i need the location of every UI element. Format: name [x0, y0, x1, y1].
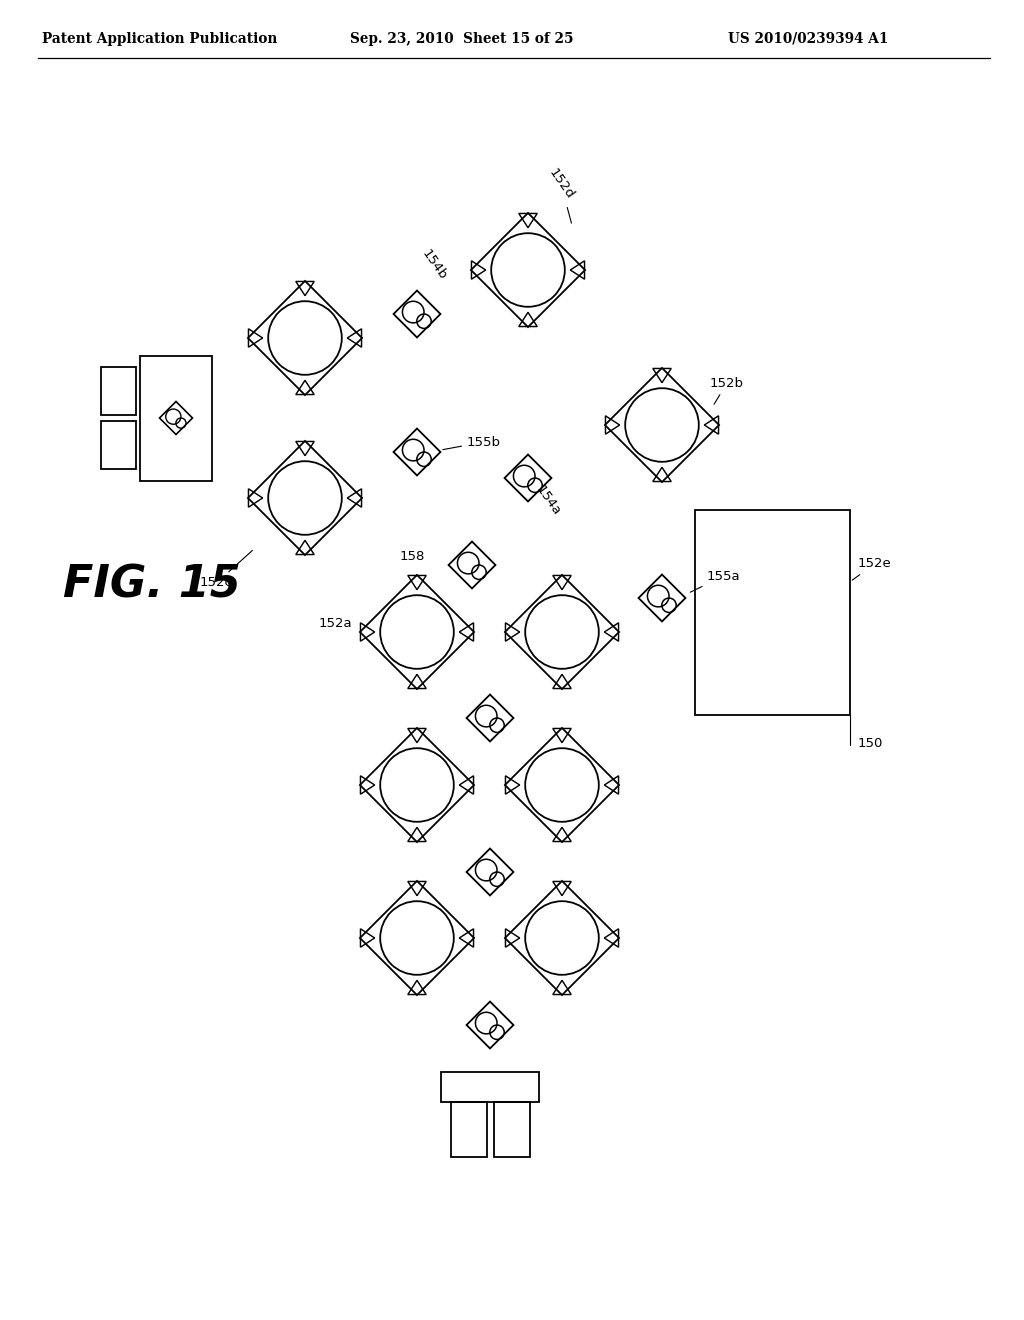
Text: 154a: 154a — [534, 483, 563, 517]
Text: FIG. 15: FIG. 15 — [63, 564, 241, 606]
Bar — [101, 421, 136, 469]
Bar — [494, 1102, 529, 1158]
Text: 152e: 152e — [852, 557, 892, 579]
Text: 150: 150 — [858, 737, 884, 750]
Text: 155b: 155b — [442, 436, 501, 450]
Bar — [101, 367, 136, 414]
Bar — [695, 510, 850, 715]
Bar — [140, 355, 212, 480]
Bar — [451, 1102, 486, 1158]
Text: 152a: 152a — [319, 616, 352, 630]
Text: Sep. 23, 2010  Sheet 15 of 25: Sep. 23, 2010 Sheet 15 of 25 — [350, 32, 573, 46]
Text: US 2010/0239394 A1: US 2010/0239394 A1 — [728, 32, 889, 46]
Text: 155a: 155a — [690, 569, 740, 593]
Text: Patent Application Publication: Patent Application Publication — [42, 32, 278, 46]
Text: 152d: 152d — [546, 166, 577, 223]
Text: 154b: 154b — [419, 247, 450, 282]
Text: 152b: 152b — [710, 376, 744, 404]
Bar — [441, 1072, 539, 1102]
Text: 152c: 152c — [200, 550, 252, 590]
Text: 158: 158 — [400, 550, 425, 564]
